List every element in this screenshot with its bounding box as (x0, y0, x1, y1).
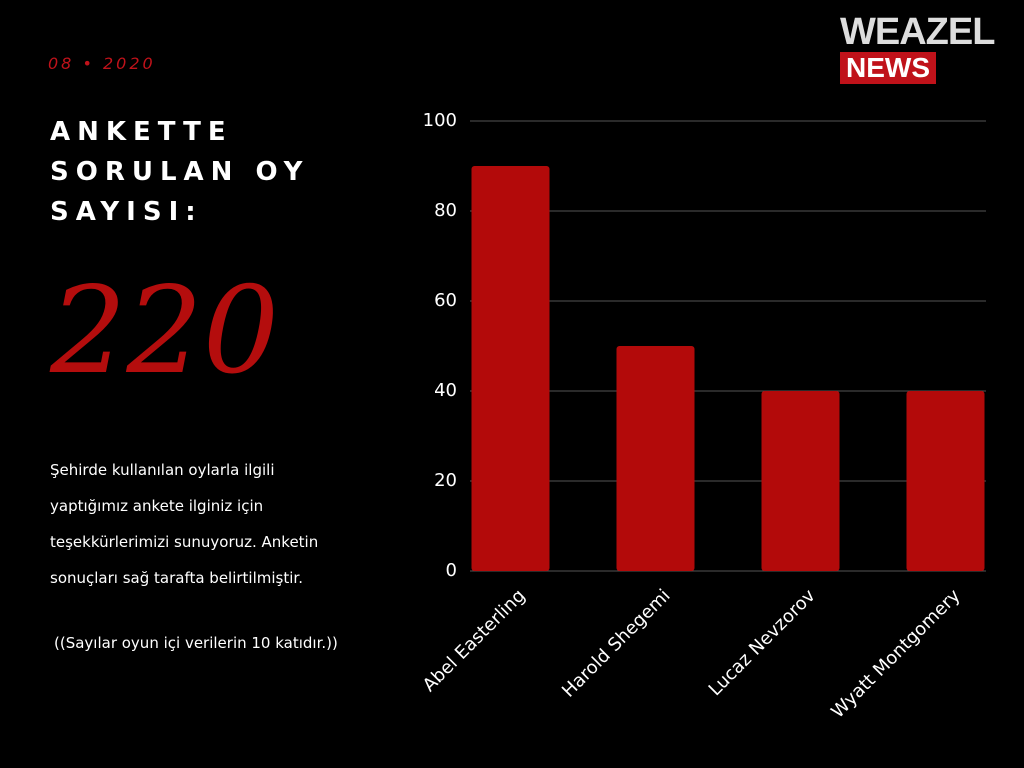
x-tick-label: Lucaz Nevzorov (705, 585, 820, 700)
description-line: Şehirde kullanılan oylarla ilgili (50, 461, 275, 479)
logo-bottom: NEWS (840, 52, 936, 84)
bar (761, 391, 840, 571)
bar (906, 391, 985, 571)
y-tick-label: 60 (434, 290, 457, 311)
bar (471, 166, 550, 571)
x-tick-label: Wyatt Montgomery (827, 585, 965, 723)
x-tick-label: Abel Easterling (419, 585, 530, 696)
heading-line: SAYISI: (50, 197, 203, 227)
y-tick-label: 40 (434, 380, 457, 401)
y-tick-label: 0 (446, 560, 457, 581)
date: 08 • 2020 (48, 54, 156, 73)
description-line: teşekkürlerimizi sunuyoruz. Anketin (50, 533, 319, 551)
y-tick-label: 20 (434, 470, 457, 491)
x-tick-label: Harold Shegemi (558, 585, 674, 701)
logo-top: WEAZEL (840, 11, 995, 53)
note: ((Sayılar oyun içi verilerin 10 katıdır.… (54, 634, 338, 652)
description-line: yaptığımız ankete ilginiz için (50, 497, 264, 515)
heading-line: ANKETTE (50, 117, 233, 147)
description: Şehirde kullanılan oylarla ilgili yaptığ… (50, 452, 318, 596)
y-tick-label: 100 (423, 110, 457, 131)
bar (616, 346, 695, 571)
heading-line: SORULAN OY (50, 157, 310, 187)
y-tick-label: 80 (434, 200, 457, 221)
total: 220 (50, 262, 280, 401)
logo: WEAZEL NEWS (840, 11, 995, 84)
heading: ANKETTE SORULAN OY SAYISI: (50, 112, 309, 232)
description-line: sonuçları sağ tarafta belirtilmiştir. (50, 569, 303, 587)
